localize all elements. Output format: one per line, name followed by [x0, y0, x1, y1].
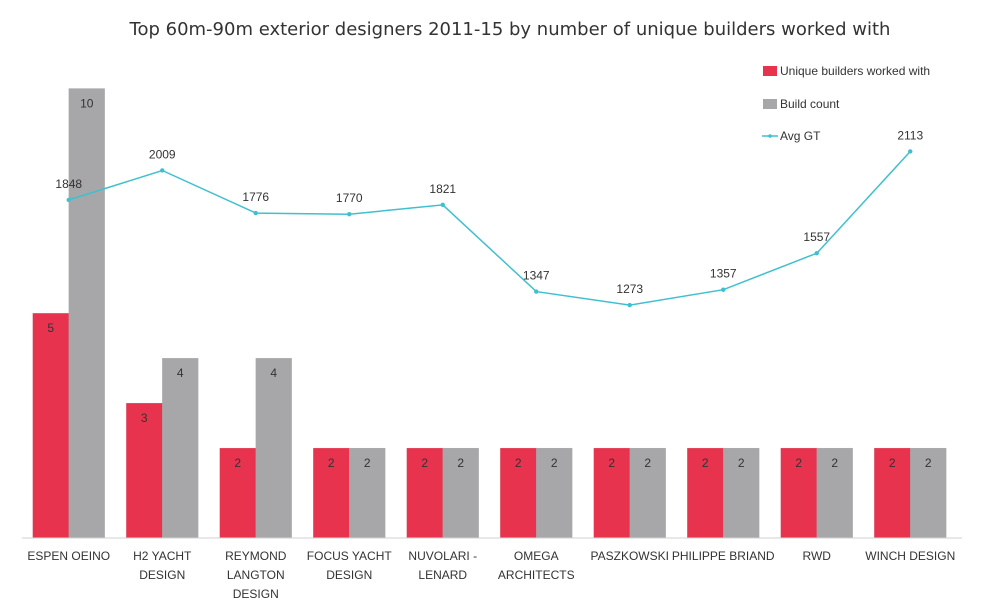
bar-build-count [349, 447, 386, 539]
bar-unique-builders [593, 447, 630, 539]
data-label-build-count: 2 [364, 456, 371, 470]
avg-gt-line [68, 150, 911, 306]
bar-build-count [910, 447, 947, 539]
legend-label-unique-builders: Unique builders worked with [780, 64, 930, 78]
data-label-build-count: 2 [551, 456, 558, 470]
legend: Unique builders worked with Build count … [762, 64, 930, 143]
chart-title: Top 60m-90m exterior designers 2011-15 b… [129, 19, 891, 40]
avg-gt-data-label: 2113 [897, 128, 923, 142]
avg-gt-point [814, 250, 819, 256]
bar-build-count [723, 447, 760, 539]
avg-gt-data-label: 1770 [336, 191, 363, 205]
data-label-unique-builders: 2 [234, 456, 241, 470]
bars-layer: 5 10 3 4 2 4 2 2 2 2 2 2 2 2 2 2 2 2 2 2 [32, 88, 947, 539]
bar-unique-builders [406, 447, 443, 539]
data-label-build-count: 4 [270, 366, 277, 380]
avg-gt-point [721, 287, 726, 292]
bar-unique-builders [313, 447, 350, 539]
bar-build-count [536, 447, 573, 539]
data-label-build-count: 2 [457, 456, 464, 470]
avg-gt-point [534, 289, 539, 294]
bar-build-count [816, 447, 853, 539]
legend-label-build-count: Build count [780, 97, 840, 111]
data-label-build-count: 2 [644, 456, 651, 470]
avg-gt-point [908, 149, 913, 154]
data-label-build-count: 2 [738, 456, 745, 470]
avg-gt-data-label: 1357 [710, 267, 737, 281]
avg-gt-point [160, 168, 165, 173]
avg-gt-data-label: 1557 [803, 230, 830, 244]
bar-build-count [629, 447, 666, 539]
legend-marker-avg-gt [768, 134, 772, 138]
data-label-build-count: 10 [80, 96, 94, 110]
data-label-unique-builders: 3 [141, 411, 148, 425]
x-tick-label: H2 YACHT [133, 549, 192, 563]
bar-build-count [255, 357, 292, 539]
x-tick-label: ARCHITECTS [498, 568, 575, 582]
bar-unique-builders [219, 447, 256, 539]
x-tick-label: REYMOND [225, 549, 287, 563]
bar-unique-builders [126, 402, 163, 539]
data-label-unique-builders: 2 [421, 456, 428, 470]
avg-gt-data-label: 1821 [429, 182, 456, 196]
x-tick-label: LANGTON [227, 568, 285, 582]
x-tick-label: DESIGN [233, 587, 279, 601]
x-tick-label: PHILIPPE BRIAND [672, 549, 775, 563]
bar-unique-builders [780, 447, 817, 539]
legend-swatch-build-count [763, 99, 777, 109]
avg-gt-data-label: 1848 [55, 177, 82, 191]
x-tick-label: FOCUS YACHT [307, 549, 393, 563]
avg-gt-point [440, 202, 445, 208]
avg-gt-point [66, 197, 71, 203]
x-tick-label: LENARD [418, 568, 467, 582]
x-tick-label: DESIGN [139, 568, 185, 582]
avg-gt-line-layer: 1848 2009 1776 1770 1821 1347 1273 1357 1557 2113 [55, 128, 923, 308]
data-label-build-count: 2 [831, 456, 838, 470]
avg-gt-data-label: 2009 [149, 147, 176, 161]
x-tick-label: WINCH DESIGN [865, 549, 955, 563]
avg-gt-data-label: 1776 [242, 190, 269, 204]
legend-label-avg-gt: Avg GT [780, 129, 821, 143]
data-label-unique-builders: 2 [328, 456, 335, 470]
x-tick-label: PASZKOWSKI [591, 549, 669, 563]
data-label-unique-builders: 2 [795, 456, 802, 470]
data-label-unique-builders: 2 [515, 456, 522, 470]
bar-build-count [68, 88, 105, 539]
bar-build-count [162, 357, 199, 539]
x-tick-label: ESPEN OEINO [27, 549, 110, 563]
avg-gt-point [627, 302, 632, 308]
data-label-unique-builders: 2 [702, 456, 709, 470]
data-label-build-count: 4 [177, 366, 184, 380]
x-axis-tick-labels: ESPEN OEINO H2 YACHT DESIGN REYMOND LANGTON D… [27, 549, 955, 601]
data-label-unique-builders: 2 [608, 456, 615, 470]
x-tick-label: DESIGN [326, 568, 372, 582]
data-label-build-count: 2 [925, 456, 932, 470]
data-label-unique-builders: 5 [47, 321, 54, 335]
bar-unique-builders [32, 312, 69, 539]
avg-gt-point [347, 211, 352, 217]
bar-build-count [442, 447, 479, 539]
x-tick-label: NUVOLARI - [408, 549, 477, 563]
x-tick-label: RWD [803, 549, 832, 563]
legend-swatch-unique-builders [763, 66, 777, 76]
avg-gt-data-label: 1347 [523, 269, 550, 283]
bar-unique-builders [874, 447, 911, 539]
bar-unique-builders [500, 447, 537, 539]
data-label-unique-builders: 2 [889, 456, 896, 470]
x-tick-label: OMEGA [514, 549, 559, 563]
avg-gt-point [253, 210, 258, 216]
avg-gt-data-label: 1273 [616, 282, 643, 296]
